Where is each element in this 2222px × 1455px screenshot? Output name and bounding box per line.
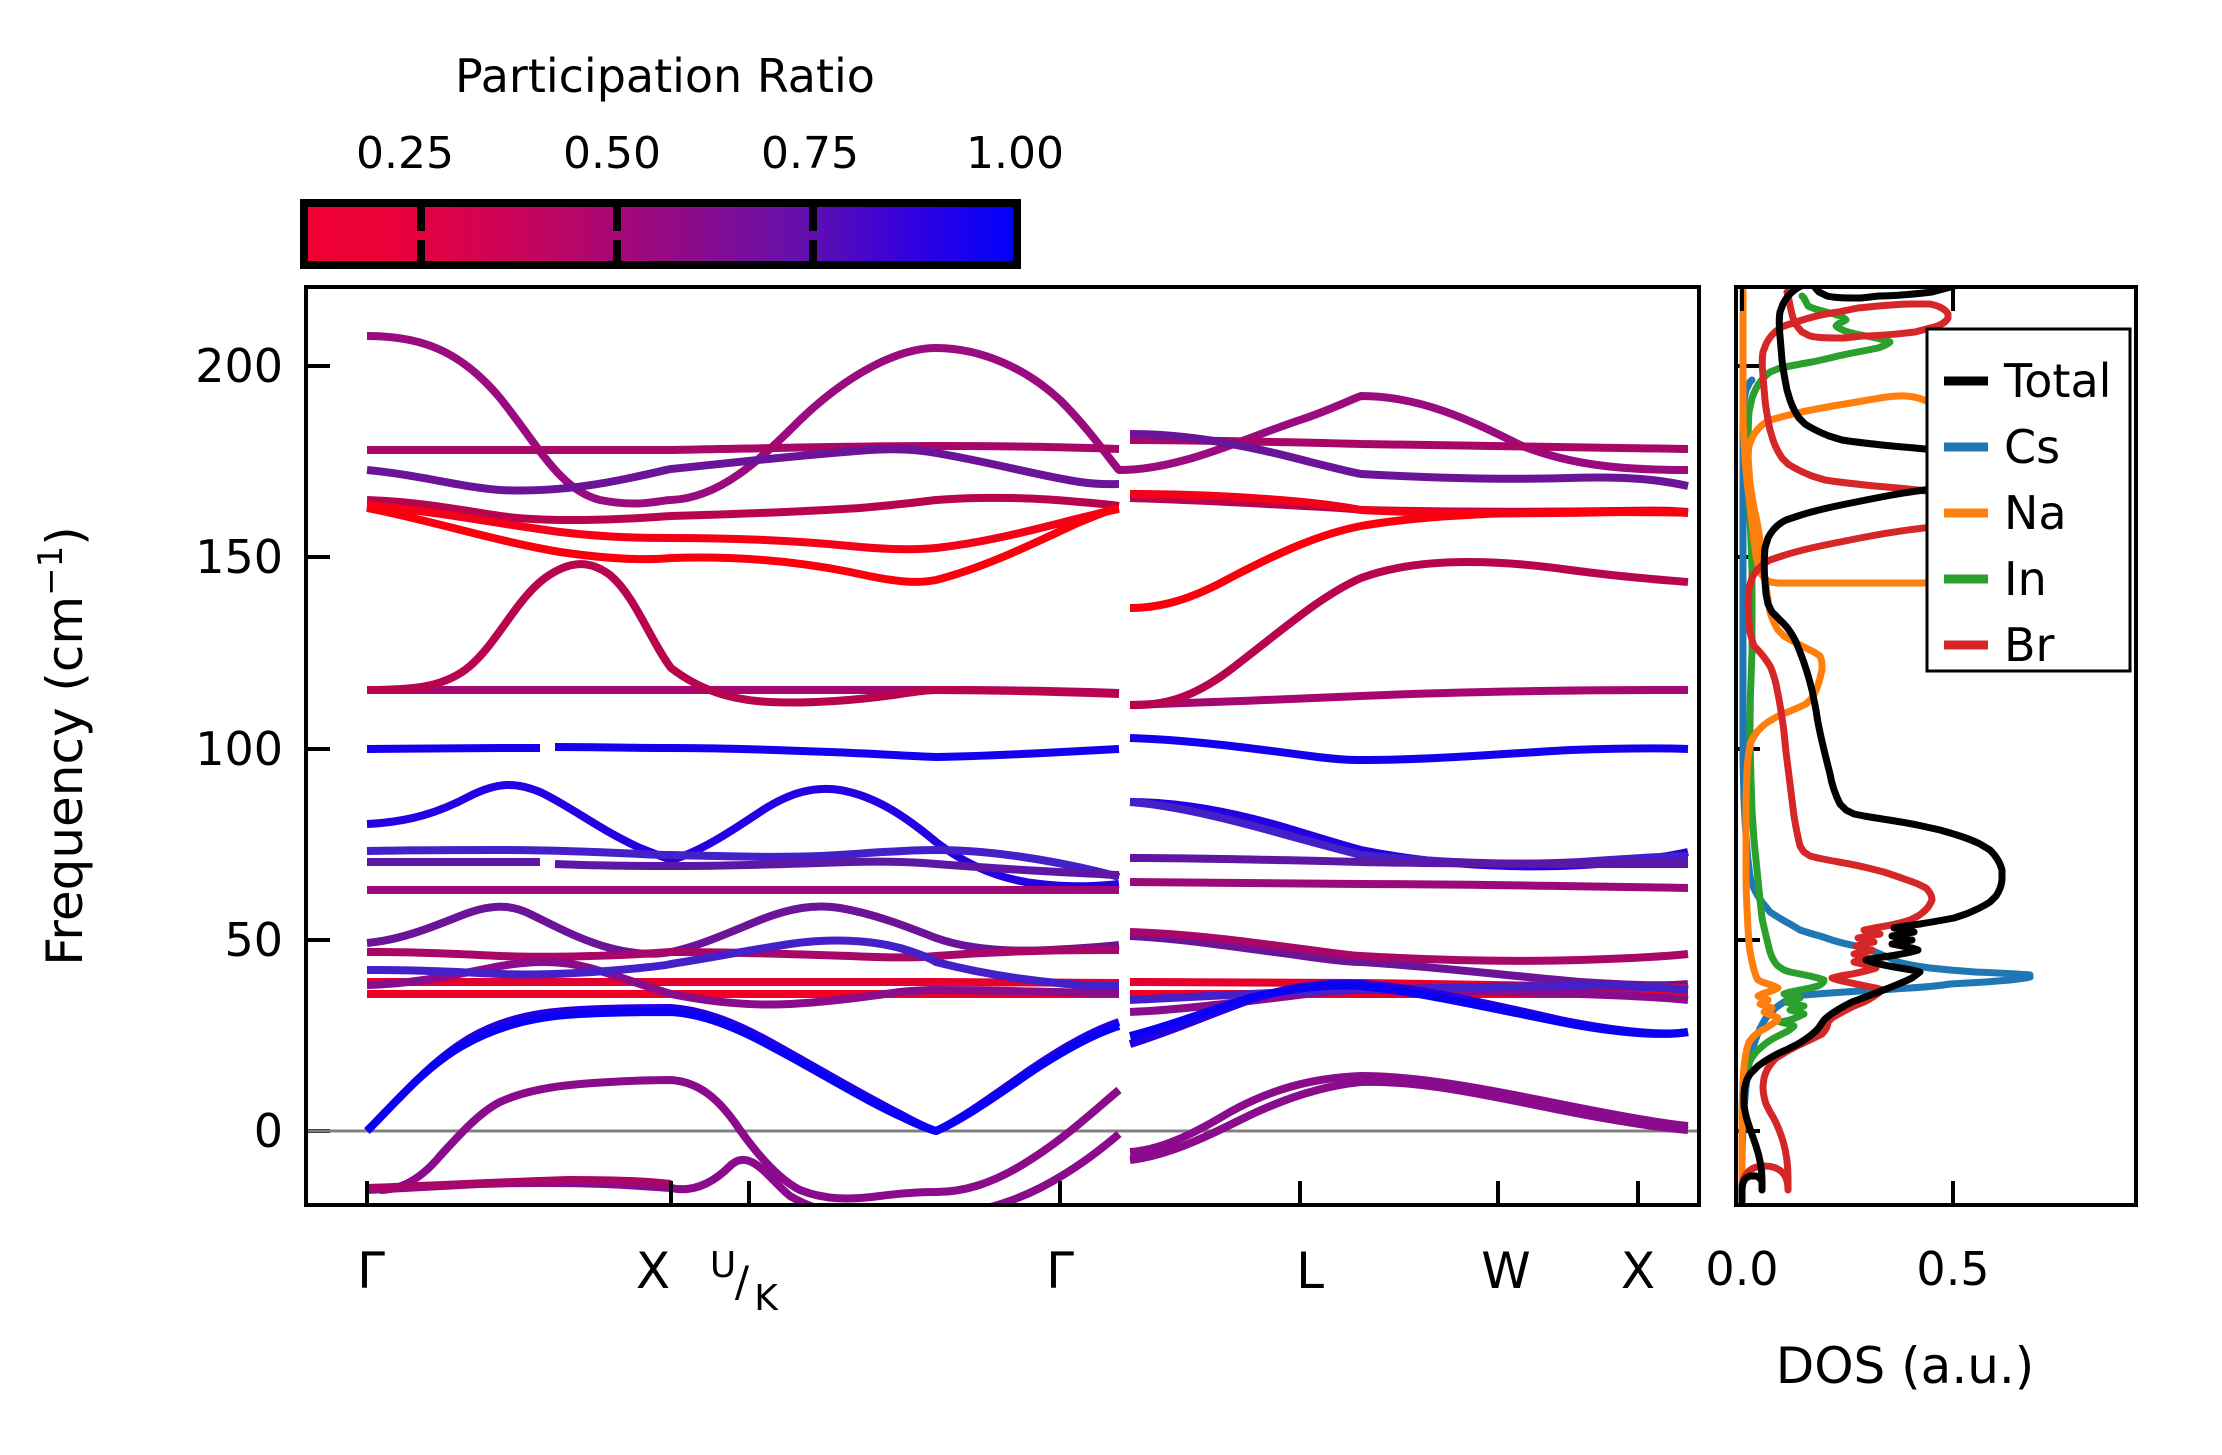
colorbar-tick-0: 0.25 xyxy=(356,128,454,179)
legend-label-br: Br xyxy=(2004,618,2055,672)
band-curve-imaginary-flat xyxy=(366,1176,672,1192)
dos-legend: Total Cs Na In Br xyxy=(1925,327,2132,673)
legend-label-in: In xyxy=(2004,552,2047,606)
svg-text:U: U xyxy=(710,1245,736,1286)
band-curve-183 xyxy=(367,436,1689,454)
x-tick-label-gamma-1: Γ xyxy=(357,1242,385,1300)
svg-text:/: / xyxy=(735,1257,750,1306)
band-curve-178 xyxy=(366,430,1689,495)
x-tick-label-x-2: X xyxy=(1621,1242,1655,1300)
y-tick-label-150: 150 xyxy=(195,530,283,584)
y-axis-label: Frequency (cm−1) xyxy=(31,526,94,966)
band-curve-157 xyxy=(366,504,1689,612)
colorbar-group: Participation Ratio 0.25 0.50 0.75 1.00 xyxy=(300,49,1064,269)
y-axis-label-group: Frequency (cm−1) xyxy=(31,526,94,966)
y-tick-label-50: 50 xyxy=(224,913,283,967)
colorbar-title: Participation Ratio xyxy=(455,49,875,103)
band-x-tick-labels: Γ X U / K Γ L W X xyxy=(357,1242,1655,1319)
dos-panel: 0.0 0.5 DOS (a.u.) Total Cs Na In Br xyxy=(1705,285,2138,1395)
x-tick-label-gamma-2: Γ xyxy=(1046,1242,1074,1300)
dos-x-tick-label-0: 0.0 xyxy=(1705,1242,1778,1296)
y-tick-labels: 0 50 100 150 200 xyxy=(195,339,283,1158)
band-curves xyxy=(364,332,1689,1205)
dos-x-tickmarks xyxy=(1740,287,1955,1205)
svg-text:K: K xyxy=(754,1278,779,1319)
band-x-tickmarks xyxy=(365,1181,1640,1205)
band-curve-acoustic-2 xyxy=(364,981,1689,1135)
x-tick-label-uk: U / K xyxy=(710,1245,779,1319)
colorbar-gradient xyxy=(304,203,1017,265)
colorbar-tick-3: 1.00 xyxy=(966,128,1064,179)
band-structure-panel: Γ X U / K Γ L W X xyxy=(304,285,1701,1319)
band-curve-100 xyxy=(366,734,1689,764)
legend-box xyxy=(1925,327,2132,673)
band-curve-imaginary-1 xyxy=(379,1072,1689,1203)
y-tick-label-0: 0 xyxy=(254,1104,283,1158)
legend-label-total: Total xyxy=(2003,354,2111,408)
dos-curve-total xyxy=(1738,287,2021,1205)
colorbar-frame xyxy=(300,199,1021,269)
dos-x-tick-label-1: 0.5 xyxy=(1916,1242,1989,1296)
band-panel-frame xyxy=(304,285,1701,1207)
colorbar-tick-1: 0.50 xyxy=(563,128,661,179)
y-tick-label-100: 100 xyxy=(195,722,283,776)
y-tick-label-200: 200 xyxy=(195,339,283,393)
x-tick-label-l: L xyxy=(1296,1242,1324,1300)
legend-label-cs: Cs xyxy=(2004,420,2060,474)
x-tick-label-x-1: X xyxy=(636,1242,670,1300)
x-tick-label-w: W xyxy=(1481,1242,1530,1300)
band-curve-75 xyxy=(367,854,1689,879)
band-curve-150 xyxy=(366,557,1689,710)
legend-label-na: Na xyxy=(2004,486,2067,540)
dos-x-axis-label: DOS (a.u.) xyxy=(1776,1337,2035,1395)
dos-panel-frame xyxy=(1734,285,2138,1207)
band-curve-68 xyxy=(367,878,1689,895)
colorbar-tick-2: 0.75 xyxy=(761,128,859,179)
band-curve-78 xyxy=(366,798,1689,881)
